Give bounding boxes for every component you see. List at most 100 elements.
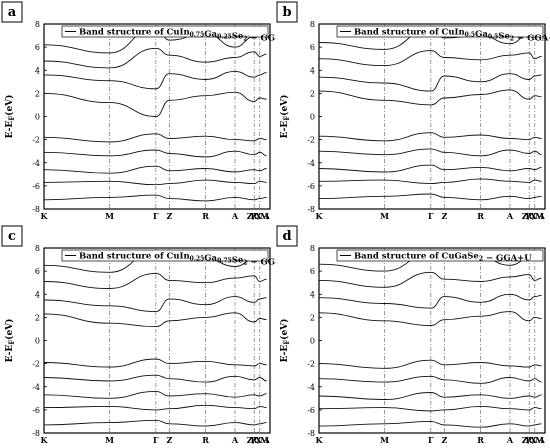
band-line xyxy=(43,179,267,186)
x-tick-label: K xyxy=(316,211,324,221)
y-tick-label: -8 xyxy=(307,205,315,214)
y-tick-label: 0 xyxy=(310,337,315,346)
x-tick-label: A xyxy=(506,435,514,445)
panel-letter-box xyxy=(276,1,298,23)
y-tick-label: -2 xyxy=(307,360,315,369)
x-tick-label: Z/X xyxy=(522,211,538,221)
band-line xyxy=(43,374,267,383)
x-tick-label: Z xyxy=(442,211,448,221)
band-line xyxy=(43,296,267,313)
band-line xyxy=(43,149,267,158)
panel-title: Band structure of CuIn0.25Ga0.75Se2 − GG… xyxy=(79,252,275,268)
y-tick-label: -2 xyxy=(32,136,40,145)
band-line xyxy=(43,358,267,368)
x-tick-label: M xyxy=(380,211,389,221)
x-tick-label: K xyxy=(41,211,49,221)
y-tick-label: 4 xyxy=(35,290,40,299)
legend-box xyxy=(61,25,269,38)
x-tick-label: Γ xyxy=(428,211,434,221)
band-line xyxy=(318,420,542,428)
y-tick-label: 0 xyxy=(35,113,40,122)
band-line xyxy=(43,165,267,174)
y-tick-label: -2 xyxy=(32,360,40,369)
x-tick-label: M xyxy=(380,435,389,445)
x-tick-label: Z xyxy=(167,435,173,445)
y-tick-label: 8 xyxy=(310,20,315,29)
x-tick-label: R/M xyxy=(251,211,270,221)
x-tick-label: M xyxy=(105,211,114,221)
y-tick-label: -6 xyxy=(307,182,315,191)
band-line xyxy=(43,390,267,399)
band-line xyxy=(318,73,542,92)
x-tick-label: A xyxy=(538,435,546,445)
x-tick-label: A xyxy=(263,211,271,221)
band-line xyxy=(43,70,267,90)
y-tick-label: -6 xyxy=(32,406,40,415)
x-tick-label: Z xyxy=(442,435,448,445)
band-line xyxy=(43,133,267,143)
x-tick-label: K xyxy=(316,435,324,445)
y-tick-label: 2 xyxy=(35,89,40,98)
y-tick-label: -4 xyxy=(307,383,315,392)
panel-letter: b xyxy=(282,5,291,20)
y-tick-label: -4 xyxy=(32,383,40,392)
band-line xyxy=(43,91,267,117)
y-tick-label: 8 xyxy=(310,244,315,253)
panel-title: Band structure of CuIn0.75Ga0.25Se2 − GG… xyxy=(79,28,275,44)
band-line xyxy=(43,312,267,328)
panel-letter: d xyxy=(282,229,291,244)
x-tick-label: A xyxy=(231,435,239,445)
band-line xyxy=(318,50,542,67)
x-tick-label: R xyxy=(202,211,209,221)
x-tick-label: R/M xyxy=(526,435,545,445)
band-line xyxy=(318,148,542,157)
y-tick-label: -4 xyxy=(307,159,315,168)
x-tick-label: A xyxy=(231,211,239,221)
band-line xyxy=(43,404,267,411)
y-tick-label: 6 xyxy=(35,267,40,276)
panel-letter: c xyxy=(8,229,16,244)
panel-letter-box xyxy=(1,1,23,23)
x-tick-label: Z/X xyxy=(522,435,538,445)
band-line xyxy=(318,271,542,288)
y-tick-label: 0 xyxy=(310,113,315,122)
band-line xyxy=(43,47,267,69)
x-tick-label: Γ xyxy=(153,435,159,445)
y-tick-label: 2 xyxy=(35,313,40,322)
y-tick-label: -8 xyxy=(307,429,315,438)
band-line xyxy=(318,164,542,173)
plot-frame xyxy=(318,247,546,434)
x-tick-label: R xyxy=(477,435,484,445)
panel-letter-box xyxy=(1,225,23,247)
x-tick-label: R/M xyxy=(526,211,545,221)
y-tick-label: -8 xyxy=(32,429,40,438)
y-axis-label: E-EF(eV) xyxy=(4,319,16,363)
y-axis-label: E-EF(eV) xyxy=(279,95,291,139)
band-line xyxy=(318,375,542,384)
panel-title: Band structure of CuGaSe2 − GGA+U xyxy=(354,252,532,264)
y-tick-label: 6 xyxy=(310,267,315,276)
y-tick-label: 4 xyxy=(310,290,315,299)
band-line xyxy=(318,311,542,326)
band-line xyxy=(318,132,542,142)
band-line xyxy=(43,194,267,202)
panel-letter: a xyxy=(8,5,17,20)
x-tick-label: Z/X xyxy=(247,435,263,445)
y-tick-label: -2 xyxy=(307,136,315,145)
y-tick-label: 8 xyxy=(35,244,40,253)
panel-letter-box xyxy=(276,225,298,247)
x-tick-label: R/M xyxy=(251,435,270,445)
band-line xyxy=(318,178,542,185)
x-tick-label: Γ xyxy=(153,211,159,221)
x-tick-label: A xyxy=(263,435,271,445)
x-tick-label: Z xyxy=(167,211,173,221)
legend-box xyxy=(336,25,544,38)
band-line xyxy=(318,359,542,369)
band-line xyxy=(318,89,542,106)
x-tick-label: Z/X xyxy=(247,211,263,221)
y-tick-label: 2 xyxy=(310,89,315,98)
